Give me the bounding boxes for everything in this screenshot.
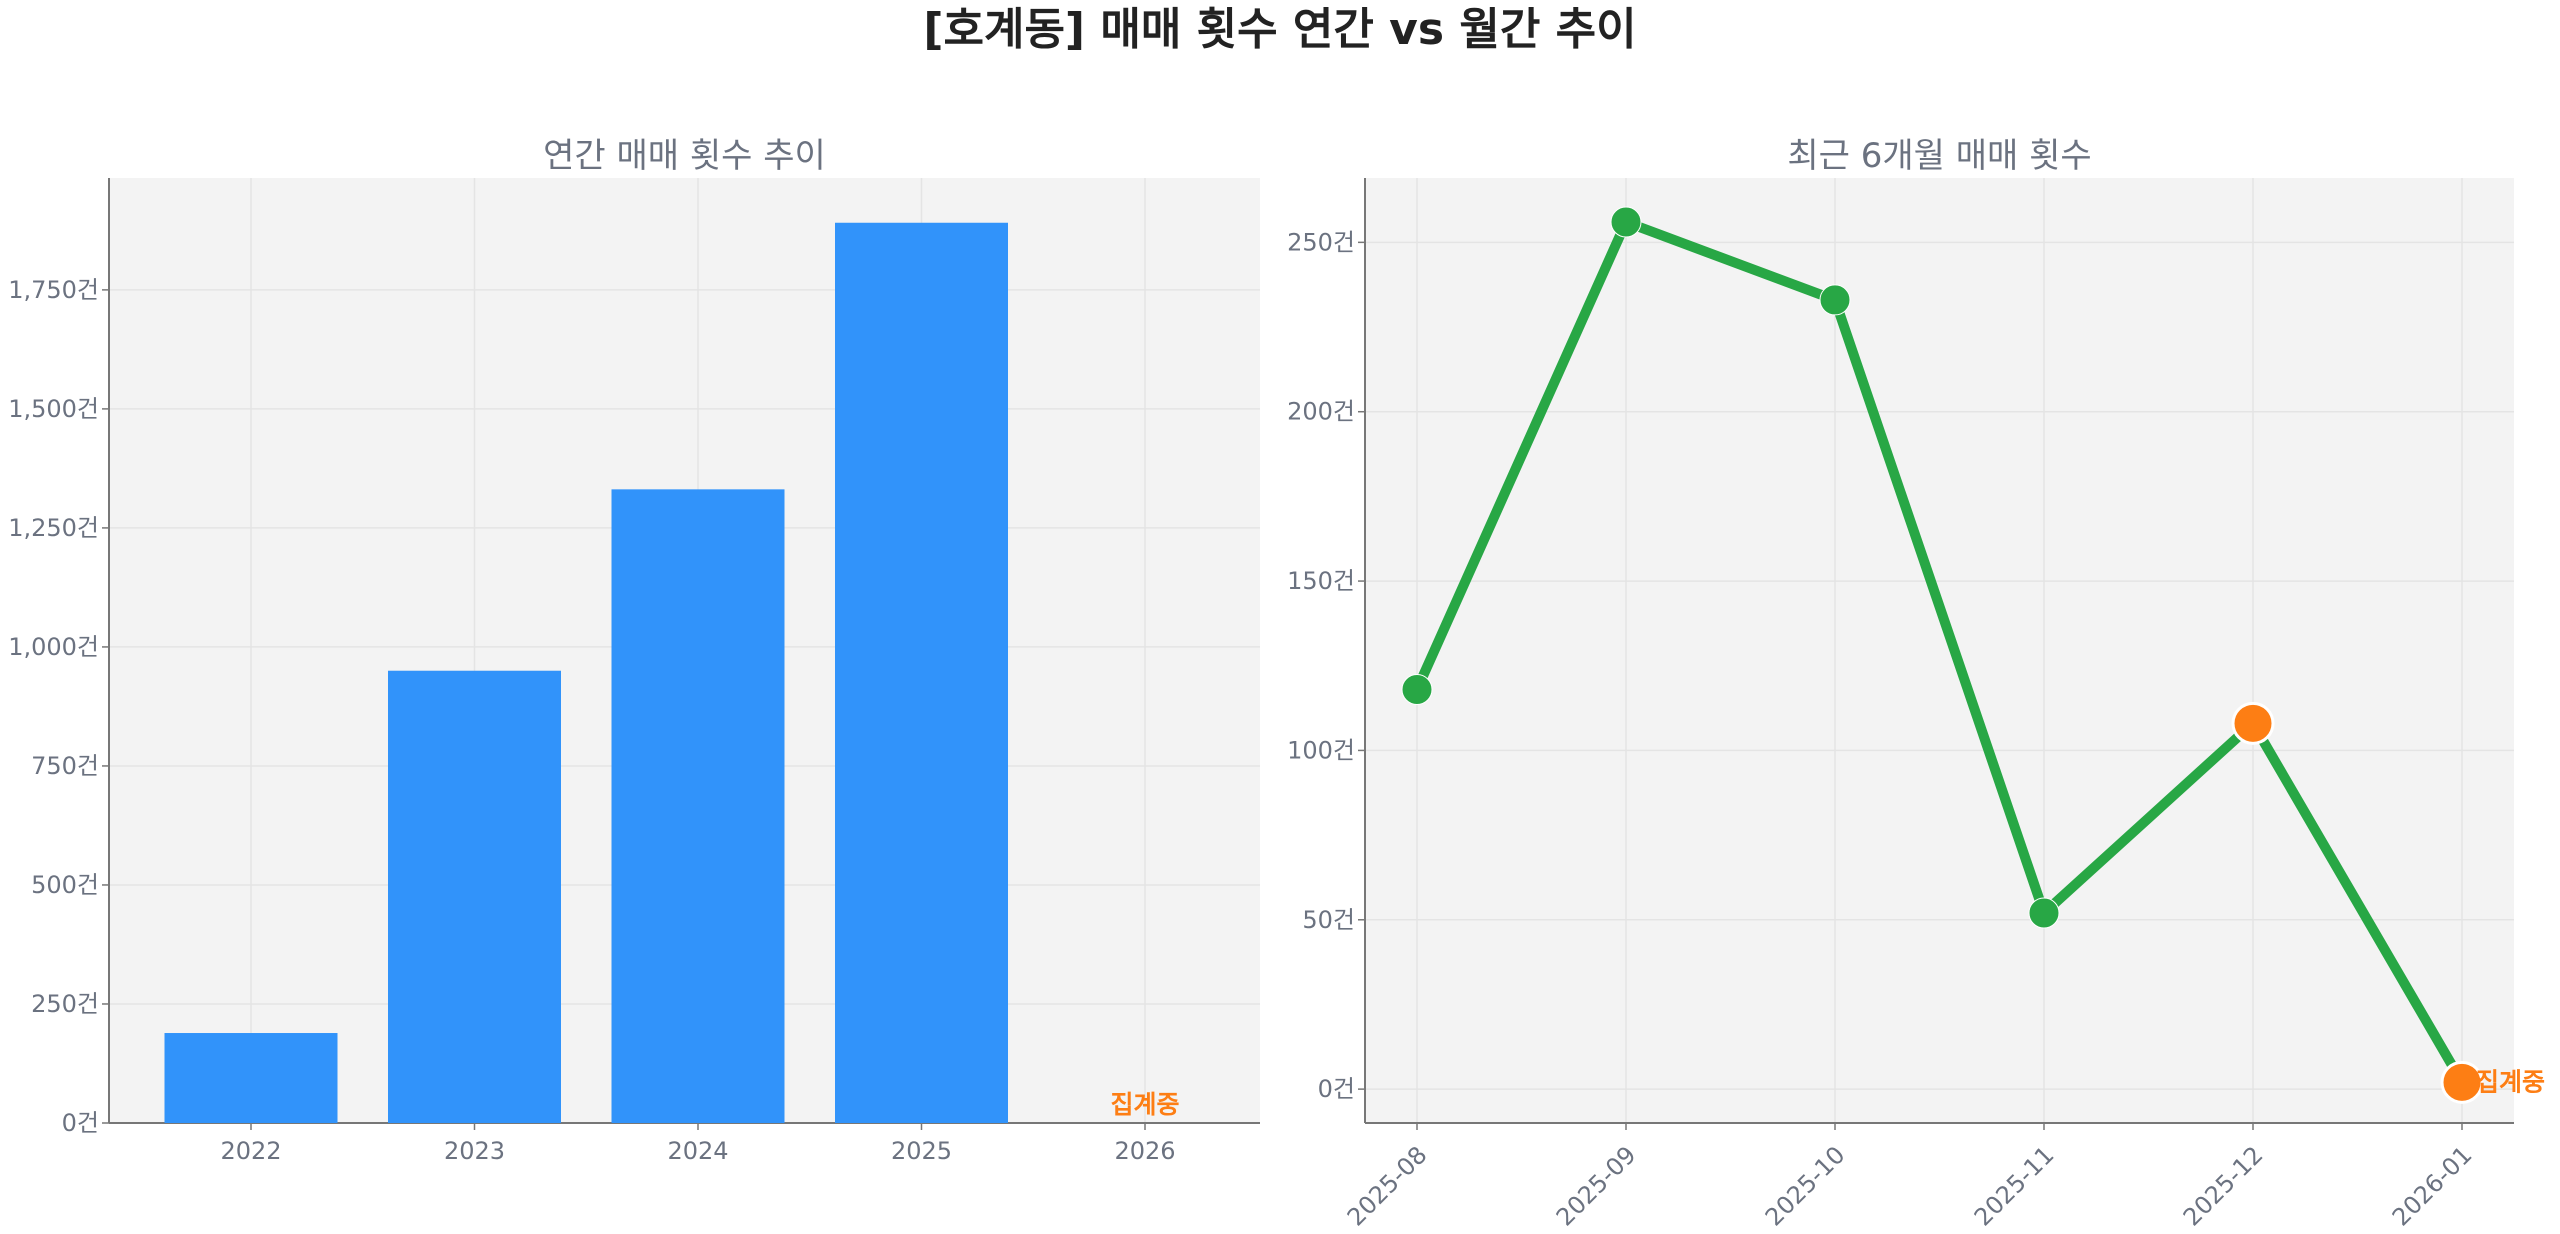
bar-2025: [835, 222, 1008, 1124]
x-tick-label: 2025-11: [1969, 1141, 2060, 1232]
plot-area: [1365, 178, 2514, 1123]
y-tick-label: 500건: [31, 871, 99, 899]
y-tick-label: 1,750건: [8, 276, 99, 304]
y-tick-label: 1,000건: [8, 633, 99, 661]
data-point-2026-01: [2440, 1060, 2484, 1104]
x-tick-label: 2024: [667, 1137, 728, 1165]
x-tick-label: 2023: [444, 1137, 505, 1165]
x-tick-label: 2025: [891, 1137, 952, 1165]
bar-chart-annual: 0건 250건 500건 750건 1,000건 1,250건 1,500건 1,750건 연간…: [8, 136, 1260, 1165]
subplot-title: 연간 매매 횟수 추이: [543, 136, 826, 176]
data-point-2025-11: [2028, 897, 2060, 929]
y-tick-label: 100건: [1287, 736, 1355, 764]
line-chart-monthly: 0건 50건 100건 150건 200건 250건 최근 6개월 매매 횟수 2025-08…: [1287, 136, 2545, 1231]
data-point-2025-10: [1819, 284, 1851, 316]
x-tick-label: 2026: [1114, 1137, 1175, 1165]
y-tick-label: 750건: [31, 752, 99, 780]
x-tick-label: 2025-10: [1760, 1141, 1851, 1232]
y-tick-label: 0건: [1318, 1075, 1355, 1103]
x-tick-label: 2025-12: [2178, 1141, 2269, 1232]
y-tick-label: 0건: [62, 1109, 99, 1137]
bar-2024: [611, 489, 785, 1124]
y-tick-label: 250건: [1287, 228, 1355, 256]
series-line: [1412, 217, 2467, 1085]
y-tick-label: 250건: [31, 990, 99, 1018]
data-point-2025-09: [1610, 206, 1642, 238]
x-tick-label: 2026-01: [2387, 1141, 2478, 1232]
data-point-2025-12: [2231, 701, 2275, 745]
x-tick-label: 2025-08: [1342, 1141, 1433, 1232]
x-tick-label: 2025-09: [1551, 1141, 1642, 1232]
x-tick-label: 2022: [220, 1137, 281, 1165]
incomplete-annotation: 집계중: [2476, 1067, 2545, 1096]
y-tick-label: 1,500건: [8, 395, 99, 423]
y-tick-label: 200건: [1287, 398, 1355, 426]
incomplete-annotation: 집계중: [1110, 1090, 1179, 1119]
data-point-2025-08: [1401, 673, 1433, 705]
y-tick-label: 1,250건: [8, 514, 99, 542]
figure-title: [호계동] 매매 횟수 연간 vs 월간 추이: [923, 4, 1636, 55]
subplot-title: 최근 6개월 매매 횟수: [1787, 136, 2091, 176]
y-tick-label: 50건: [1302, 906, 1355, 934]
bar-2023: [388, 670, 561, 1123]
bar-2022: [164, 1033, 338, 1123]
y-tick-label: 150건: [1287, 567, 1355, 595]
